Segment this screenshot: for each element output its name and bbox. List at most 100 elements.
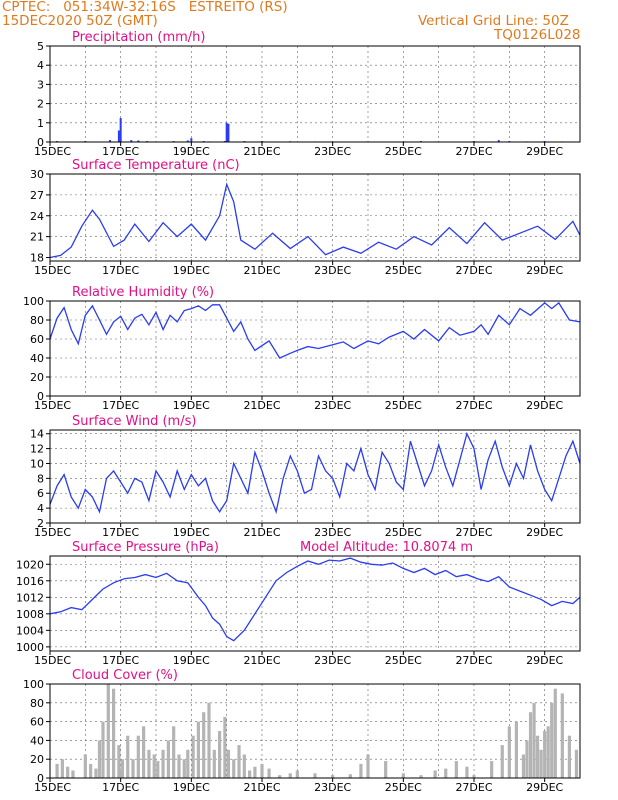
x-tick-label: 23DEC	[314, 526, 351, 539]
data-bar	[465, 766, 469, 778]
y-tick-label: 5	[37, 40, 44, 53]
data-bar	[55, 763, 59, 778]
grid-note: Vertical Grid Line: 50Z	[418, 13, 569, 29]
data-bar	[567, 735, 571, 778]
data-bar	[109, 140, 112, 142]
data-bar	[186, 749, 190, 778]
data-bar	[126, 735, 130, 778]
data-bar	[117, 130, 120, 142]
data-bar	[119, 118, 122, 142]
data-bar	[288, 773, 292, 778]
x-tick-label: 21DEC	[243, 526, 280, 539]
data-bar	[521, 754, 526, 778]
y-tick-label: 12	[30, 443, 44, 456]
x-tick-label: 21DEC	[243, 654, 280, 667]
y-tick-label: 40	[30, 352, 44, 365]
data-bar	[237, 745, 241, 778]
data-bar	[242, 754, 246, 778]
y-tick-label: 100	[23, 295, 44, 308]
data-bar	[472, 775, 476, 778]
x-tick-label: 27DEC	[455, 145, 492, 158]
y-tick-label: 30	[30, 168, 44, 181]
y-tick-label: 2	[37, 98, 44, 111]
data-bar	[497, 140, 500, 142]
x-tick-label: 27DEC	[455, 654, 492, 667]
data-bar	[166, 740, 170, 778]
x-tick-label: 15DEC	[34, 399, 71, 412]
y-tick-label: 0	[37, 772, 44, 785]
panel-title: Precipitation (mm/h)	[72, 30, 205, 45]
data-bar	[260, 763, 264, 778]
y-tick-label: 10	[30, 457, 44, 470]
data-bar	[147, 749, 151, 778]
x-tick-label: 29DEC	[526, 526, 563, 539]
data-bar	[156, 761, 160, 778]
plot-frame	[49, 45, 581, 143]
y-tick-label: 60	[30, 716, 44, 729]
y-tick-label: 27	[30, 189, 44, 202]
data-bar	[120, 759, 125, 778]
panel-3	[46, 300, 581, 400]
data-bar	[101, 721, 105, 778]
data-bar	[94, 768, 98, 778]
panel-title: Surface Pressure (hPa)	[72, 540, 219, 555]
x-tick-label: 25DEC	[385, 654, 422, 667]
plot-frame	[49, 173, 581, 262]
panel-title: Relative Humidity (%)	[72, 285, 214, 300]
data-bar	[500, 745, 504, 778]
x-tick-label: 27DEC	[455, 399, 492, 412]
x-tick-label: 23DEC	[314, 654, 351, 667]
data-bar	[384, 761, 388, 778]
panel-1	[46, 45, 581, 146]
data-bar	[366, 754, 370, 778]
data-bar	[152, 754, 156, 778]
plot-frame	[49, 300, 581, 397]
y-tick-label: 80	[30, 697, 44, 710]
y-tick-label: 2	[37, 517, 44, 530]
data-bar	[539, 749, 543, 778]
y-tick-label: 1020	[16, 558, 44, 571]
data-bar	[433, 770, 437, 778]
panel-title: Cloud Cover (%)	[72, 668, 178, 683]
data-bar	[186, 140, 189, 142]
y-tick-label: 1016	[16, 575, 44, 588]
x-tick-label: 29DEC	[526, 654, 563, 667]
data-bar	[536, 735, 540, 778]
x-tick-label: 17DEC	[102, 145, 139, 158]
data-bar	[253, 766, 257, 778]
data-bar	[546, 726, 550, 778]
data-bar	[218, 731, 222, 778]
data-bar	[196, 721, 200, 778]
data-bar	[313, 773, 317, 778]
y-tick-label: 80	[30, 314, 44, 327]
data-bar	[525, 740, 529, 778]
x-tick-label: 25DEC	[385, 526, 422, 539]
data-bar	[278, 775, 282, 778]
panel-title: Surface Temperature (nC)	[72, 158, 240, 173]
y-tick-label: 0	[37, 136, 44, 149]
y-tick-label: 1000	[16, 641, 44, 654]
y-tick-label: 14	[30, 428, 44, 441]
x-tick-label: 19DEC	[173, 526, 210, 539]
x-tick-label: 19DEC	[173, 264, 210, 277]
x-tick-label: 21DEC	[243, 145, 280, 158]
y-tick-label: 20	[30, 371, 44, 384]
data-bar	[161, 749, 165, 778]
data-bar	[225, 122, 228, 142]
data-bar	[507, 726, 511, 778]
y-tick-label: 1004	[16, 624, 44, 637]
data-bar	[454, 761, 458, 778]
data-bar	[130, 140, 133, 142]
data-bar	[550, 702, 554, 778]
data-bar	[514, 721, 518, 778]
x-tick-label: 21DEC	[243, 781, 280, 794]
y-tick-label: 0	[37, 390, 44, 403]
station-header: CPTEC: 051:34W-32:16S ESTREITO (RS)	[2, 0, 288, 15]
data-bar	[112, 688, 116, 778]
y-tick-label: 3	[37, 78, 44, 91]
y-tick-label: 1	[37, 117, 44, 130]
series-line	[49, 301, 581, 359]
x-tick-label: 25DEC	[385, 781, 422, 794]
model-id: TQ0126L028	[494, 27, 581, 43]
